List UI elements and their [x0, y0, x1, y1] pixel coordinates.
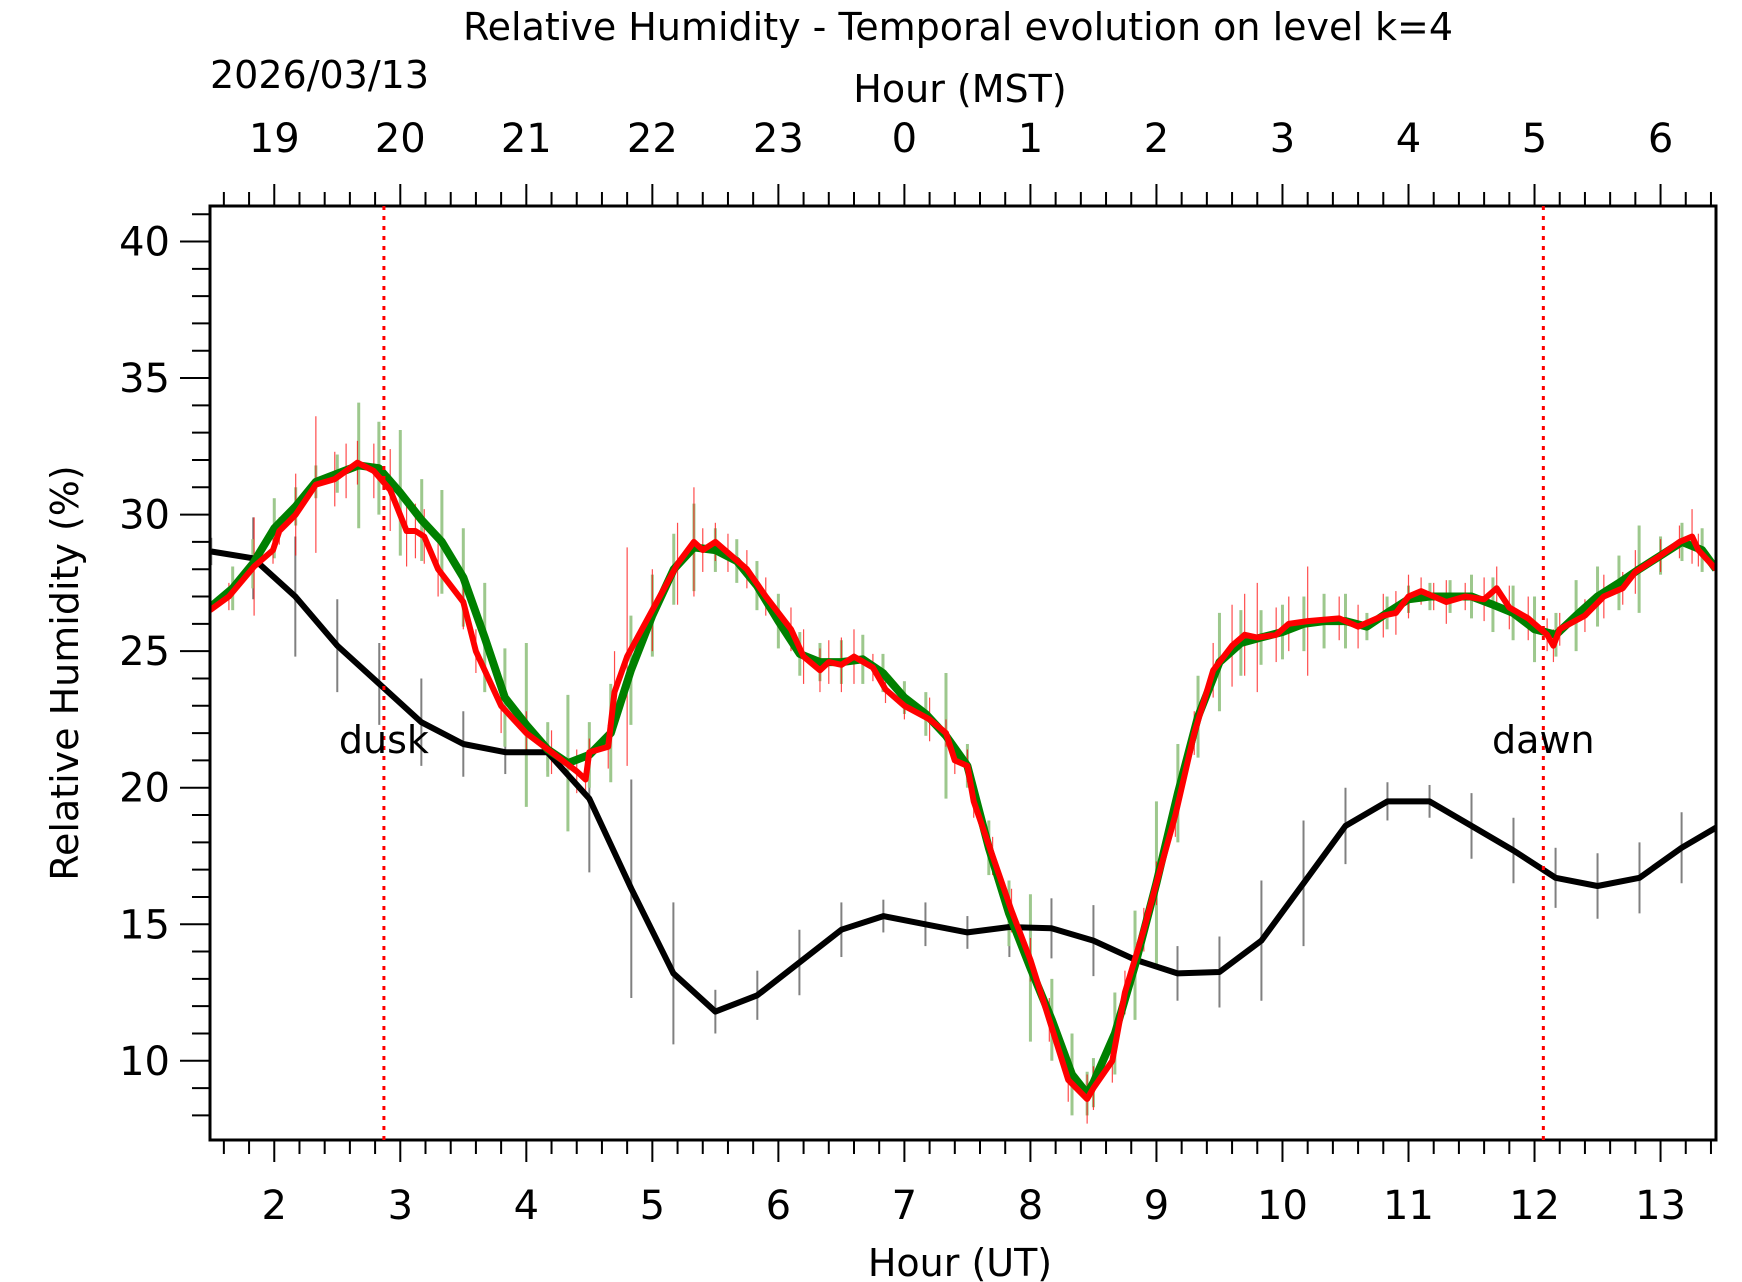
x2-tick-label: 22	[627, 116, 678, 162]
y-axis-label: Relative Humidity (%)	[43, 465, 87, 880]
x-tick-label: 9	[1144, 1183, 1169, 1229]
x2-tick-label: 3	[1270, 116, 1295, 162]
x-tick-label: 13	[1635, 1183, 1686, 1229]
y-tick-label: 30	[119, 493, 170, 539]
axes: 2193204215226237081921031141251361015202…	[119, 116, 1712, 1229]
annotations: dusk dawn	[339, 206, 1595, 1140]
x2-tick-label: 4	[1396, 116, 1421, 162]
red-series-line	[210, 459, 1716, 1102]
y-tick-label: 40	[119, 220, 170, 266]
dawn-label: dawn	[1492, 718, 1595, 762]
black-series-line	[210, 548, 1716, 1015]
x2-tick-label: 23	[753, 116, 804, 162]
x-tick-label: 2	[262, 1183, 287, 1229]
x2-axis-label: Hour (MST)	[853, 67, 1066, 111]
chart-title: Relative Humidity - Temporal evolution o…	[463, 5, 1453, 49]
x-tick-label: 11	[1383, 1183, 1434, 1229]
x2-tick-label: 6	[1648, 116, 1673, 162]
y-tick-label: 15	[119, 902, 170, 948]
y-tick-label: 35	[119, 356, 170, 402]
x2-tick-label: 5	[1522, 116, 1547, 162]
x-tick-label: 3	[388, 1183, 413, 1229]
x-tick-label: 4	[514, 1183, 539, 1229]
y-tick-label: 25	[119, 629, 170, 675]
date-label: 2026/03/13	[210, 53, 429, 97]
x2-tick-label: 21	[501, 116, 552, 162]
x-tick-label: 10	[1257, 1183, 1308, 1229]
x2-tick-label: 0	[892, 116, 917, 162]
x2-tick-label: 2	[1144, 116, 1169, 162]
x2-tick-label: 19	[249, 116, 300, 162]
x-axis-label: Hour (UT)	[868, 1241, 1052, 1282]
y-tick-label: 20	[119, 766, 170, 812]
x-tick-label: 7	[892, 1183, 917, 1229]
plot-frame	[208, 204, 1718, 1142]
x2-tick-label: 20	[375, 116, 426, 162]
y-tick-label: 10	[119, 1039, 170, 1085]
x-tick-label: 5	[640, 1183, 665, 1229]
x-tick-label: 8	[1018, 1183, 1043, 1229]
plot-marks	[210, 402, 1716, 1124]
x-tick-label: 12	[1509, 1183, 1560, 1229]
x2-tick-label: 1	[1018, 116, 1043, 162]
x-tick-label: 6	[766, 1183, 791, 1229]
dusk-label: dusk	[339, 718, 429, 762]
